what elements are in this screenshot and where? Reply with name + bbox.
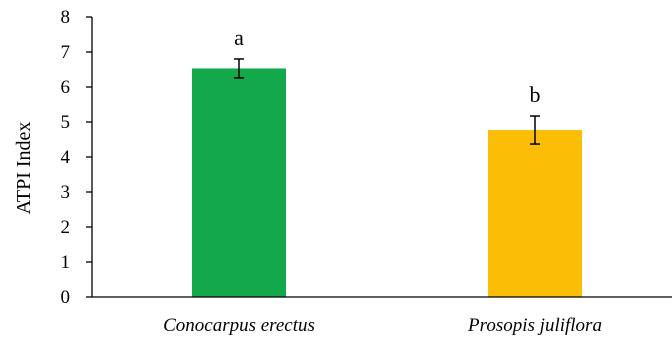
y-axis: 0 1 2 3 4 5 6 7 8: [61, 7, 93, 308]
y-tick-label: 6: [61, 77, 71, 98]
significance-label: a: [234, 25, 244, 50]
y-tick-label: 0: [61, 287, 71, 308]
y-tick-label: 4: [61, 147, 71, 168]
bar: [488, 130, 582, 297]
y-tick-label: 7: [61, 42, 71, 63]
x-tick-label: Conocarpus erectus: [163, 315, 315, 336]
error-bars: [234, 58, 540, 145]
significance-label: b: [530, 82, 541, 107]
y-axis-title: ATPI Index: [13, 122, 35, 215]
x-tick-label: Prosopis juliflora: [467, 315, 602, 336]
y-tick-label: 1: [61, 252, 71, 273]
significance-labels: ab: [234, 25, 540, 107]
y-tick-label: 2: [61, 217, 71, 238]
y-tick-label: 5: [61, 112, 71, 133]
bar: [192, 68, 286, 297]
y-tick-label: 8: [61, 7, 71, 28]
bars: [192, 68, 582, 297]
x-axis: Conocarpus erectus Prosopis juliflora: [92, 296, 672, 336]
y-tick-label: 3: [61, 182, 71, 203]
